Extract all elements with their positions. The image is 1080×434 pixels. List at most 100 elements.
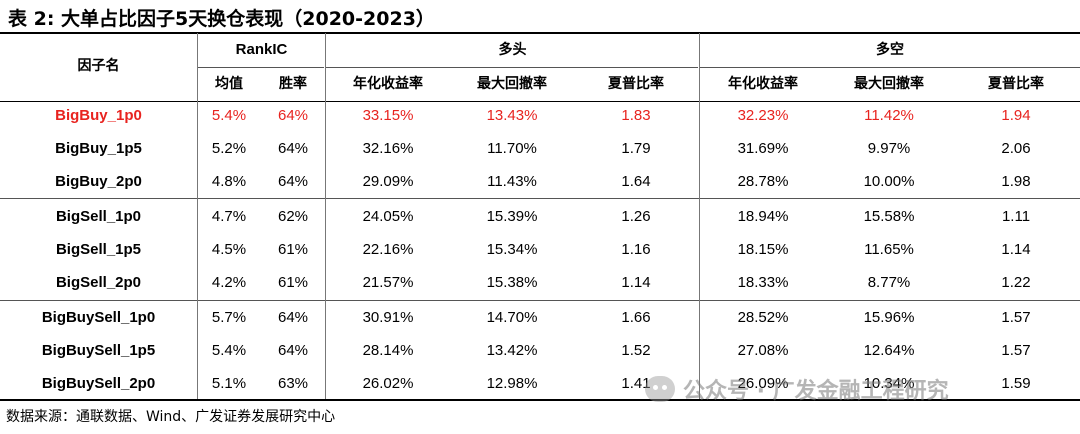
long-sharpe-cell: 1.64 — [621, 173, 651, 190]
long-sharpe-cell: 1.66 — [621, 309, 651, 326]
long-annual-return-cell: 30.91% — [362, 309, 414, 326]
header-long: 多头 — [498, 42, 527, 58]
long-annual-return-cell: 32.16% — [362, 140, 414, 157]
long-max-drawdown-cell: 11.70% — [487, 140, 537, 157]
header-long-max-drawdown: 最大回撤率 — [477, 76, 547, 92]
ls-sharpe-cell: 1.59 — [1001, 375, 1031, 392]
table-top-rule — [0, 32, 1080, 34]
long-sharpe-cell: 1.14 — [621, 274, 651, 291]
ic-mean-cell: 5.7% — [211, 309, 247, 326]
table-title: 表 2: 大单占比因子5天换仓表现（2020-2023） — [8, 8, 435, 30]
header-mean: 均值 — [215, 76, 243, 92]
ls-max-drawdown-cell: 15.58% — [863, 208, 915, 225]
ls-sharpe-cell: 2.06 — [1001, 140, 1031, 157]
ic-mean-cell: 5.4% — [211, 342, 247, 359]
ls-annual-return-cell: 18.94% — [737, 208, 789, 225]
col-divider-3 — [699, 33, 700, 399]
col-divider-1 — [197, 33, 198, 399]
ls-sharpe-cell: 1.57 — [1001, 309, 1031, 326]
ls-max-drawdown-cell: 15.96% — [863, 309, 915, 326]
factor-name-cell: BigSell_2p0 — [55, 274, 142, 291]
ic-winrate-cell: 63% — [277, 375, 309, 392]
long-max-drawdown-cell: 15.38% — [486, 274, 538, 291]
ls-annual-return-cell: 18.15% — [737, 241, 789, 258]
ls-annual-return-cell: 26.09% — [737, 375, 789, 392]
wechat-icon — [645, 376, 675, 402]
ic-mean-cell: 4.7% — [211, 208, 247, 225]
factor-name-cell: BigBuySell_1p0 — [41, 309, 156, 326]
long-max-drawdown-cell: 15.34% — [486, 241, 538, 258]
ls-max-drawdown-cell: 11.42% — [864, 107, 914, 124]
ls-annual-return-cell: 28.78% — [737, 173, 789, 190]
long-max-drawdown-cell: 15.39% — [486, 208, 538, 225]
header-winrate: 胜率 — [279, 76, 307, 92]
long-max-drawdown-cell: 12.98% — [486, 375, 538, 392]
long-sharpe-cell: 1.83 — [621, 107, 651, 124]
ls-sharpe-cell: 1.57 — [1001, 342, 1031, 359]
ic-mean-cell: 4.8% — [211, 173, 247, 190]
ls-sharpe-cell: 1.11 — [1001, 208, 1031, 225]
ic-winrate-cell: 64% — [277, 309, 309, 326]
long-sharpe-cell: 1.52 — [621, 342, 651, 359]
factor-name-cell: BigSell_1p0 — [55, 208, 142, 225]
ls-sharpe-cell: 1.98 — [1001, 173, 1031, 190]
group-divider-1 — [0, 198, 1080, 199]
ls-max-drawdown-cell: 10.34% — [863, 375, 915, 392]
header-rankic: RankIC — [235, 41, 288, 58]
ic-winrate-cell: 64% — [277, 173, 309, 190]
long-annual-return-cell: 26.02% — [362, 375, 414, 392]
factor-name-cell: BigBuy_2p0 — [55, 173, 142, 190]
long-annual-return-cell: 29.09% — [362, 173, 414, 190]
ls-annual-return-cell: 31.69% — [737, 140, 789, 157]
ls-annual-return-cell: 32.23% — [737, 107, 789, 124]
ic-mean-cell: 5.2% — [211, 140, 247, 157]
factor-name-cell: BigBuy_1p0 — [55, 107, 142, 124]
ic-mean-cell: 5.4% — [211, 107, 247, 124]
col-divider-2 — [325, 33, 326, 399]
header-factor-name: 因子名 — [77, 58, 120, 74]
ls-annual-return-cell: 27.08% — [737, 342, 789, 359]
ic-winrate-cell: 61% — [277, 241, 309, 258]
factor-name-cell: BigBuy_1p5 — [55, 140, 142, 157]
ic-winrate-cell: 64% — [277, 107, 309, 124]
long-sharpe-cell: 1.79 — [621, 140, 651, 157]
group-divider-2 — [0, 300, 1080, 301]
ls-max-drawdown-cell: 9.97% — [867, 140, 911, 157]
ic-winrate-cell: 61% — [277, 274, 309, 291]
ic-mean-cell: 4.5% — [211, 241, 247, 258]
longshort-underline — [700, 67, 1080, 68]
data-source-note: 数据来源：通联数据、Wind、广发证券发展研究中心 — [6, 409, 336, 425]
ic-winrate-cell: 64% — [277, 140, 309, 157]
header-longshort: 多空 — [876, 42, 904, 58]
ic-winrate-cell: 62% — [277, 208, 309, 225]
long-annual-return-cell: 24.05% — [362, 208, 414, 225]
ls-sharpe-cell: 1.22 — [1001, 274, 1031, 291]
watermark-text: 公众号 · 广发金融工程研究 — [683, 379, 949, 404]
long-max-drawdown-cell: 14.70% — [486, 309, 538, 326]
table-bottom-rule — [0, 399, 1080, 401]
ls-max-drawdown-cell: 8.77% — [867, 274, 911, 291]
watermark: 公众号 · 广发金融工程研究 — [645, 373, 949, 405]
header-bottom-rule — [0, 101, 1080, 102]
ls-max-drawdown-cell: 12.64% — [863, 342, 915, 359]
factor-name-cell: BigBuySell_1p5 — [41, 342, 156, 359]
header-ls-max-drawdown: 最大回撤率 — [854, 76, 924, 92]
ls-sharpe-cell: 1.94 — [1001, 107, 1031, 124]
ic-mean-cell: 5.1% — [211, 375, 247, 392]
long-max-drawdown-cell: 13.42% — [486, 342, 538, 359]
factor-name-cell: BigSell_1p5 — [55, 241, 142, 258]
long-annual-return-cell: 21.57% — [362, 274, 414, 291]
rankic-underline — [198, 67, 324, 68]
ls-annual-return-cell: 28.52% — [737, 309, 789, 326]
ls-max-drawdown-cell: 10.00% — [863, 173, 915, 190]
ic-winrate-cell: 64% — [277, 342, 309, 359]
header-long-sharpe: 夏普比率 — [608, 76, 664, 92]
long-sharpe-cell: 1.26 — [621, 208, 651, 225]
ls-sharpe-cell: 1.14 — [1001, 241, 1031, 258]
long-max-drawdown-cell: 11.43% — [487, 173, 537, 190]
long-annual-return-cell: 22.16% — [362, 241, 414, 258]
long-sharpe-cell: 1.41 — [621, 375, 651, 392]
factor-name-cell: BigBuySell_2p0 — [41, 375, 156, 392]
long-underline — [326, 67, 698, 68]
ls-annual-return-cell: 18.33% — [737, 274, 789, 291]
